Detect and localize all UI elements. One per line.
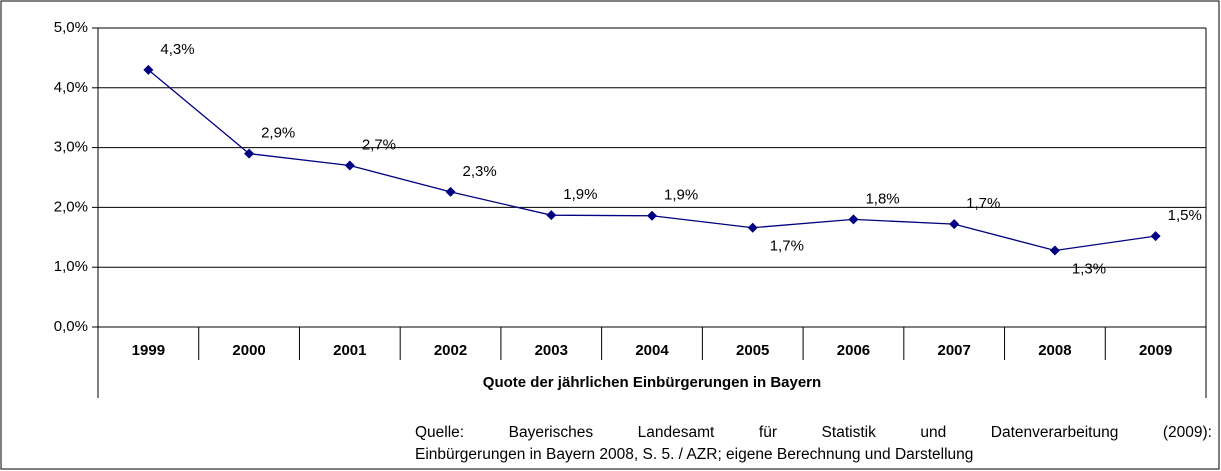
x-tick-label: 2001: [333, 342, 366, 359]
data-label: 2,7%: [362, 137, 396, 154]
data-point: [949, 219, 960, 230]
x-tick-label: 2002: [434, 342, 467, 359]
y-tick-label: 1,0%: [54, 258, 88, 275]
x-tick-label: 2004: [635, 342, 669, 359]
x-tick-label: 2007: [937, 342, 970, 359]
data-label: 2,9%: [261, 125, 295, 142]
source-line: Quelle: Bayerisches Landesamt für Statis…: [415, 424, 1212, 441]
x-tick-label: 2006: [837, 342, 870, 359]
data-label: 1,3%: [1072, 260, 1106, 277]
x-tick-label: 2009: [1139, 342, 1172, 359]
data-point: [747, 222, 758, 233]
x-tick-label: 1999: [132, 342, 165, 359]
data-point: [546, 210, 557, 221]
source-line: Einbürgerungen in Bayern 2008, S. 5. / A…: [415, 446, 974, 463]
data-label: 1,7%: [966, 195, 1000, 212]
data-label: 1,8%: [865, 190, 899, 207]
y-tick-label: 4,0%: [54, 79, 88, 96]
x-tick-label: 2003: [535, 342, 568, 359]
data-point: [445, 186, 456, 197]
data-label: 4,3%: [160, 41, 194, 58]
data-point: [848, 214, 859, 225]
data-label: 1,5%: [1168, 207, 1202, 224]
data-point: [344, 160, 355, 171]
y-tick-label: 5,0%: [54, 19, 88, 36]
x-tick-label: 2005: [736, 342, 769, 359]
x-tick-label: 2008: [1038, 342, 1071, 359]
y-tick-label: 3,0%: [54, 139, 88, 156]
data-label: 1,9%: [563, 186, 597, 203]
data-label: 1,7%: [770, 238, 804, 255]
y-tick-label: 0,0%: [54, 318, 88, 335]
data-point: [1150, 231, 1161, 242]
data-point: [1049, 245, 1060, 256]
data-point: [244, 148, 255, 159]
data-label: 1,9%: [664, 187, 698, 204]
y-tick-label: 2,0%: [54, 198, 88, 215]
data-label: 2,3%: [463, 163, 497, 180]
x-axis-title: Quote der jährlichen Einbürgerungen in B…: [483, 374, 821, 391]
x-tick-label: 2000: [232, 342, 265, 359]
data-point: [647, 210, 657, 221]
data-line: [147, 69, 1156, 252]
data-point: [143, 64, 154, 75]
